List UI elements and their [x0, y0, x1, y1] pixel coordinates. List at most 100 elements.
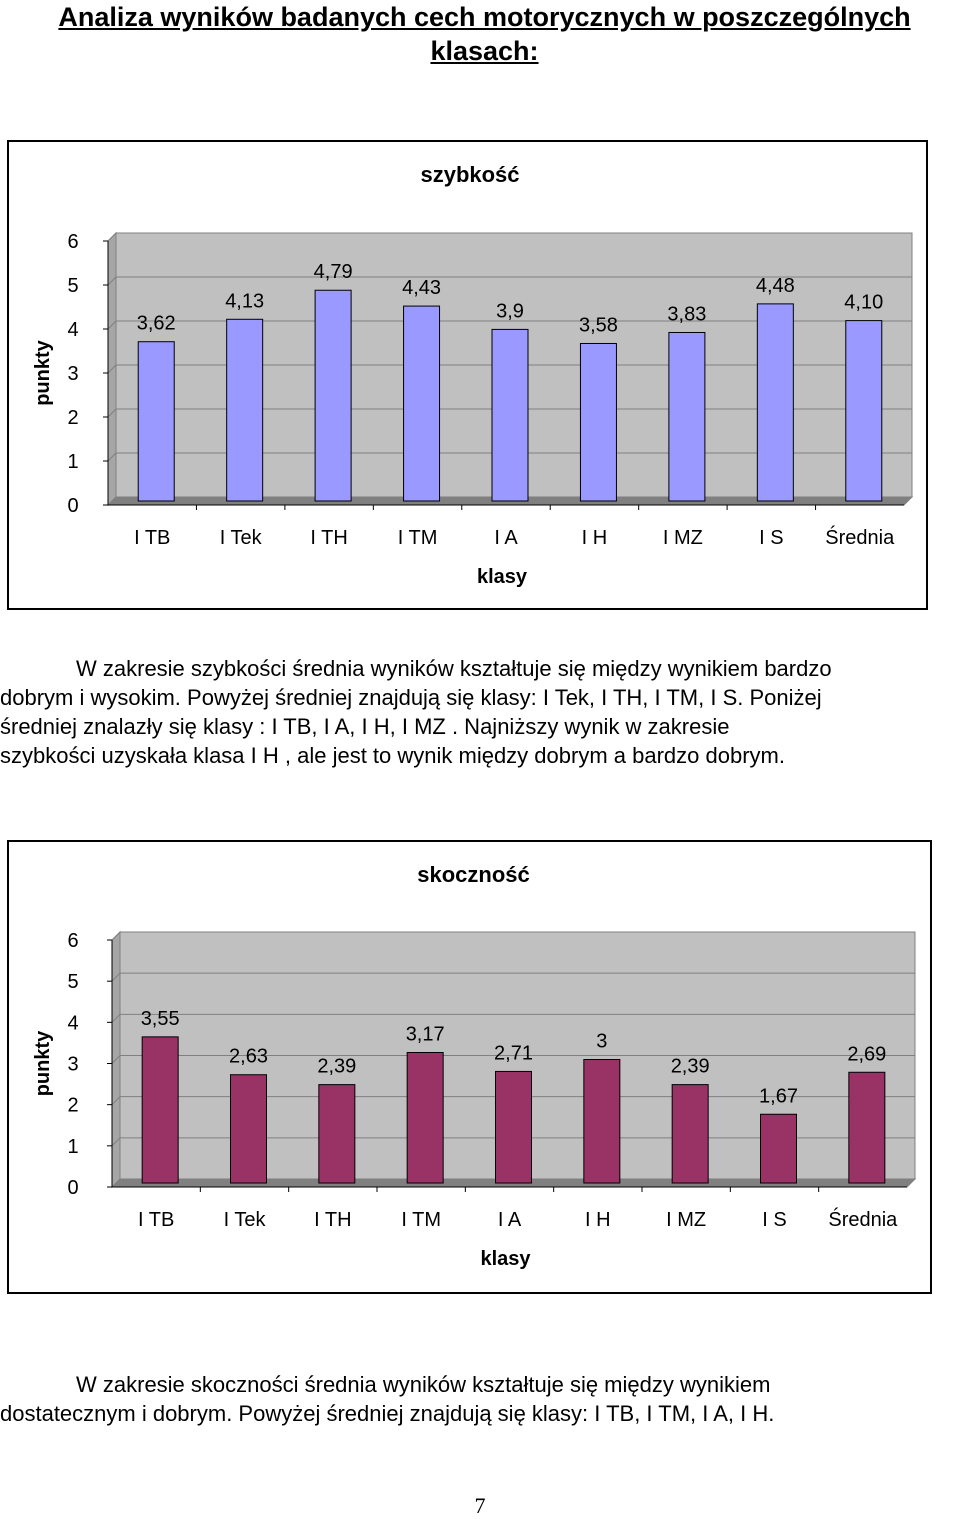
- chart0-category-label: I S: [759, 527, 783, 549]
- chart1-category-label: I TM: [401, 1209, 441, 1231]
- chart0-y-tick-label: 6: [67, 231, 78, 253]
- page-heading: Analiza wyników badanych cech motoryczny…: [58, 2, 911, 66]
- chart1-bar: [583, 1059, 621, 1184]
- chart0-x-axis-title: klasy: [477, 566, 528, 588]
- chart1-data-label: 2,69: [847, 1043, 886, 1065]
- chart1-data-label: 2,39: [317, 1056, 356, 1078]
- chart0-data-label: 3,58: [579, 314, 618, 336]
- chart1-gridline: [111, 1013, 915, 1023]
- chart0-bar: [314, 289, 352, 502]
- chart0-title: szybkość: [420, 162, 519, 187]
- chart0-category-label: Średnia: [825, 525, 895, 549]
- chart0-category-label: I TM: [398, 527, 438, 549]
- chart1-y-tick-label: 0: [67, 1177, 78, 1199]
- chart1-data-label: 3: [596, 1031, 607, 1053]
- chart1-y-tick-label: 1: [67, 1136, 78, 1158]
- chart1-category-label: Średnia: [828, 1207, 898, 1231]
- chart0-y-tick-label: 3: [67, 363, 78, 385]
- chart0-gridline: [107, 232, 912, 242]
- chart0-data-label: 3,62: [137, 313, 176, 335]
- chart1-gridline: [111, 1096, 915, 1106]
- chart1-y-tick-label: 6: [67, 930, 78, 952]
- chart0-data-label: 4,13: [225, 290, 264, 312]
- paragraph-line: W zakresie skoczności średnia wyników ks…: [76, 1372, 771, 1397]
- paragraph-line: dobrym i wysokim. Powyżej średniej znajd…: [0, 685, 822, 710]
- page-number: 7: [474, 1493, 486, 1518]
- chart1-gridline: [111, 1137, 915, 1147]
- chart1-title: skoczność: [417, 862, 530, 887]
- chart1-bar: [318, 1084, 356, 1184]
- chart0-gridline: [107, 320, 912, 330]
- chart0-y-tick-label: 4: [67, 319, 78, 341]
- chart0-bar: [137, 341, 175, 502]
- chart0-data-label: 4,48: [756, 275, 795, 297]
- paragraph-line: średniej znalazły się klasy : I TB, I A,…: [0, 714, 730, 739]
- chart1-y-tick-label: 5: [67, 971, 78, 993]
- chart0-bar: [226, 318, 264, 502]
- chart0-data-label: 4,79: [314, 261, 353, 283]
- chart0-bar: [668, 331, 706, 502]
- chart1-bar: [495, 1070, 532, 1184]
- chart1-gridline: [111, 931, 915, 941]
- chart0-data-label: 3,9: [496, 300, 524, 322]
- chart1-bar: [406, 1052, 444, 1184]
- chart1-y-tick-label: 4: [67, 1012, 78, 1034]
- chart0-category-label: I TB: [134, 527, 170, 549]
- chart0-category-label: I MZ: [663, 527, 703, 549]
- chart1-data-label: 1,67: [759, 1085, 798, 1107]
- chart0-bar: [403, 305, 441, 502]
- chart1-data-label: 2,71: [494, 1042, 533, 1064]
- paragraph-skocznosc: W zakresie skoczności średnia wyników ks…: [0, 1370, 958, 1428]
- chart1-y-axis-title: punkty: [32, 1030, 54, 1096]
- chart1-data-label: 3,55: [141, 1008, 180, 1030]
- chart0-category-label: I Tek: [220, 527, 263, 549]
- chart0-y-tick-label: 0: [67, 495, 78, 517]
- chart0-y-tick-label: 1: [67, 451, 78, 473]
- paragraph-line: dostatecznym i dobrym. Powyżej średniej …: [0, 1401, 775, 1426]
- paragraph-line: W zakresie szybkości średnia wyników ksz…: [76, 656, 832, 681]
- chart1-y-tick-label: 2: [67, 1095, 78, 1117]
- chart1-category-label: I A: [498, 1209, 522, 1231]
- chart0-category-label: I TH: [310, 527, 347, 549]
- chart1-category-label: I TB: [138, 1209, 174, 1231]
- chart0-data-label: 4,43: [402, 277, 441, 299]
- chart0-bar: [756, 303, 794, 502]
- chart1-data-label: 2,63: [229, 1046, 268, 1068]
- chart1-data-label: 2,39: [671, 1056, 710, 1078]
- chart0-y-tick-label: 2: [67, 407, 78, 429]
- chart-skocznosc: 0 1 2 3 4 5 6 3,55 I TB 2,63 I Tek 2,39 I TH 3,17 I TM…: [7, 840, 932, 1294]
- paragraph-line: szybkości uzyskała klasa I H , ale jest …: [0, 743, 785, 768]
- chart1-gridline: [111, 972, 915, 982]
- chart0-gridline: [107, 408, 912, 418]
- chart0-y-axis-title: punkty: [32, 339, 54, 405]
- chart1-category-label: I H: [585, 1209, 611, 1231]
- chart0-category-label: I A: [494, 527, 518, 549]
- chart1-bar: [760, 1113, 797, 1184]
- chart1-bar: [141, 1036, 179, 1184]
- chart0-gridline: [107, 452, 912, 462]
- chart0-bar: [579, 342, 617, 502]
- chart-szybkosc: 0 1 2 3 4 5 6 3,62 I TB 4,13 I Tek 4,79 I TH 4,43 I TM…: [7, 140, 928, 610]
- chart0-bar: [491, 328, 529, 502]
- chart0-gridline: [107, 276, 912, 286]
- chart1-bar: [848, 1071, 886, 1184]
- chart1-category-label: I Tek: [224, 1209, 267, 1231]
- chart1-x-axis-title: klasy: [480, 1248, 531, 1270]
- chart1-data-label: 3,17: [406, 1024, 445, 1046]
- chart1-category-label: I S: [762, 1209, 786, 1231]
- chart1-category-label: I MZ: [666, 1209, 706, 1231]
- chart-szybkosc-svg: 0 1 2 3 4 5 6 3,62 I TB 4,13 I Tek 4,79 I TH 4,43 I TM…: [32, 162, 914, 588]
- chart1-gridline: [111, 1055, 915, 1064]
- chart0-bar: [845, 320, 883, 502]
- chart0-data-label: 3,83: [667, 303, 706, 325]
- chart0-y-tick-label: 5: [67, 275, 78, 297]
- chart0-data-label: 4,10: [844, 292, 883, 314]
- chart1-category-label: I TH: [314, 1209, 351, 1231]
- chart0-category-label: I H: [582, 527, 608, 549]
- paragraph-szybkosc: W zakresie szybkości średnia wyników ksz…: [0, 654, 958, 770]
- chart-skocznosc-svg: 0 1 2 3 4 5 6 3,55 I TB 2,63 I Tek 2,39 I TH 3,17 I TM…: [32, 862, 917, 1270]
- chart1-bar: [230, 1074, 267, 1184]
- chart0-gridline: [107, 364, 912, 374]
- chart1-y-tick-label: 3: [67, 1054, 78, 1076]
- chart1-bar: [671, 1084, 709, 1184]
